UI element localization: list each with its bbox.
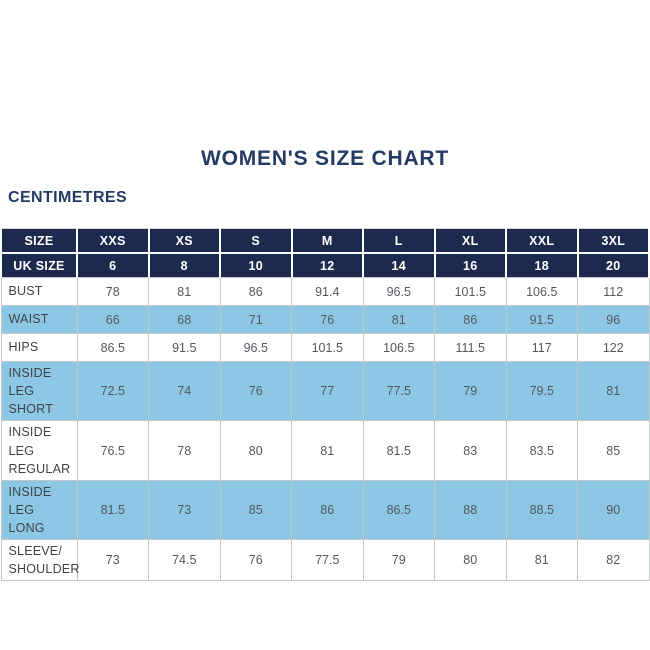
row-label: BUST: [0, 277, 78, 306]
measurement-cell: 86: [219, 277, 292, 306]
measurement-cell: 76.5: [76, 420, 149, 481]
header-cell: 16: [433, 252, 507, 278]
header-cell: 20: [576, 252, 650, 278]
header-cell: S: [219, 228, 293, 254]
measurement-cell: 79: [362, 539, 435, 582]
header-cell: 18: [505, 252, 579, 278]
uk-size-row: UK SIZE 6 8 10 12 14 16 18 20: [0, 252, 650, 278]
header-cell: XS: [147, 228, 221, 254]
row-label: SLEEVE/ SHOULDER: [0, 539, 79, 582]
measurement-cell: 117: [505, 333, 578, 362]
measurement-cell: 80: [434, 539, 507, 582]
header-cell: 14: [362, 252, 436, 278]
measurement-cell: 78: [76, 277, 149, 306]
measurement-cell: 85: [219, 479, 292, 541]
measurement-cell: 83.5: [505, 420, 578, 481]
measurement-cell: 77: [291, 360, 364, 422]
table-row: INSIDE LEG LONG 81.5 73 85 86 86.5 88 88.5 90: [0, 479, 650, 541]
row-label: INSIDE LEG SHORT: [0, 360, 78, 422]
measurement-cell: 112: [577, 277, 650, 306]
measurement-cell: 66: [76, 305, 149, 334]
table-row: HIPS 86.5 91.5 96.5 101.5 106.5 111.5 117 122: [0, 333, 650, 362]
measurement-cell: 106.5: [362, 333, 435, 362]
measurement-cell: 78: [148, 420, 221, 481]
measurement-cell: 88: [434, 479, 507, 541]
measurement-cell: 86: [291, 479, 364, 541]
measurement-cell: 101.5: [291, 333, 364, 362]
header-cell: 6: [76, 252, 150, 278]
size-header-row: SIZE XXS XS S M L XL XXL 3XL: [0, 228, 650, 254]
measurement-cell: 96.5: [219, 333, 292, 362]
measurement-cell: 73: [76, 539, 149, 582]
measurement-cell: 76: [291, 305, 364, 334]
measurement-cell: 122: [577, 333, 650, 362]
table-row: WAIST 66 68 71 76 81 86 91.5 96: [0, 305, 650, 334]
measurement-cell: 106.5: [505, 277, 578, 306]
measurement-cell: 96: [577, 305, 650, 334]
table-row: SLEEVE/ SHOULDER 73 74.5 76 77.5 79 80 81 82: [0, 539, 650, 582]
measurement-cell: 71: [219, 305, 292, 334]
measurement-cell: 76: [219, 360, 292, 422]
header-cell: L: [362, 228, 436, 254]
measurement-cell: 81.5: [362, 420, 435, 481]
measurement-cell: 91.4: [291, 277, 364, 306]
measurement-cell: 101.5: [434, 277, 507, 306]
row-label: WAIST: [0, 305, 78, 334]
measurement-cell: 82: [577, 539, 650, 582]
measurement-cell: 81: [577, 360, 650, 422]
row-label: INSIDE LEG REGULAR: [0, 420, 78, 481]
measurement-cell: 81: [362, 305, 435, 334]
measurement-cell: 91.5: [148, 333, 221, 362]
header-cell: XXL: [505, 228, 579, 254]
table-row: INSIDE LEG SHORT 72.5 74 76 77 77.5 79 79.5 81: [0, 360, 650, 422]
header-cell: 3XL: [576, 228, 650, 254]
header-cell: XL: [433, 228, 507, 254]
header-cell: SIZE: [0, 228, 78, 254]
measurement-cell: 86.5: [362, 479, 435, 541]
measurement-cell: 85: [577, 420, 650, 481]
measurement-cell: 79.5: [505, 360, 578, 422]
measurement-cell: 86.5: [76, 333, 149, 362]
table-row: BUST 78 81 86 91.4 96.5 101.5 106.5 112: [0, 277, 650, 306]
header-cell: UK SIZE: [0, 252, 78, 278]
row-label: INSIDE LEG LONG: [0, 479, 78, 541]
measurement-cell: 72.5: [76, 360, 149, 422]
measurement-cell: 80: [219, 420, 292, 481]
measurement-cell: 90: [577, 479, 650, 541]
measurement-cell: 81: [505, 539, 578, 582]
measurement-cell: 86: [434, 305, 507, 334]
header-cell: 8: [147, 252, 221, 278]
header-cell: 10: [219, 252, 293, 278]
header-cell: XXS: [76, 228, 150, 254]
page-title: WOMEN'S SIZE CHART: [200, 147, 450, 170]
header-cell: 12: [290, 252, 364, 278]
table-row: INSIDE LEG REGULAR 76.5 78 80 81 81.5 83 83.5 85: [0, 420, 650, 481]
measurement-cell: 81: [148, 277, 221, 306]
row-label: HIPS: [0, 333, 78, 362]
header-cell: M: [290, 228, 364, 254]
unit-label: CENTIMETRES: [8, 189, 128, 206]
measurement-cell: 111.5: [434, 333, 507, 362]
measurement-cell: 81.5: [76, 479, 149, 541]
measurement-cell: 77.5: [291, 539, 364, 582]
measurement-cell: 73: [148, 479, 221, 541]
measurement-cell: 68: [148, 305, 221, 334]
measurement-cell: 74.5: [148, 539, 221, 582]
measurement-cell: 81: [291, 420, 364, 481]
size-chart-table: SIZE XXS XS S M L XL XXL 3XL UK SIZE 6 8 10 12 14 16 18 2…: [0, 228, 650, 582]
measurement-cell: 83: [434, 420, 507, 481]
measurement-cell: 91.5: [505, 305, 578, 334]
measurement-cell: 88.5: [505, 479, 578, 541]
measurement-cell: 74: [148, 360, 221, 422]
measurement-cell: 77.5: [362, 360, 435, 422]
measurement-cell: 76: [219, 539, 292, 582]
measurement-cell: 79: [434, 360, 507, 422]
measurement-cell: 96.5: [362, 277, 435, 306]
